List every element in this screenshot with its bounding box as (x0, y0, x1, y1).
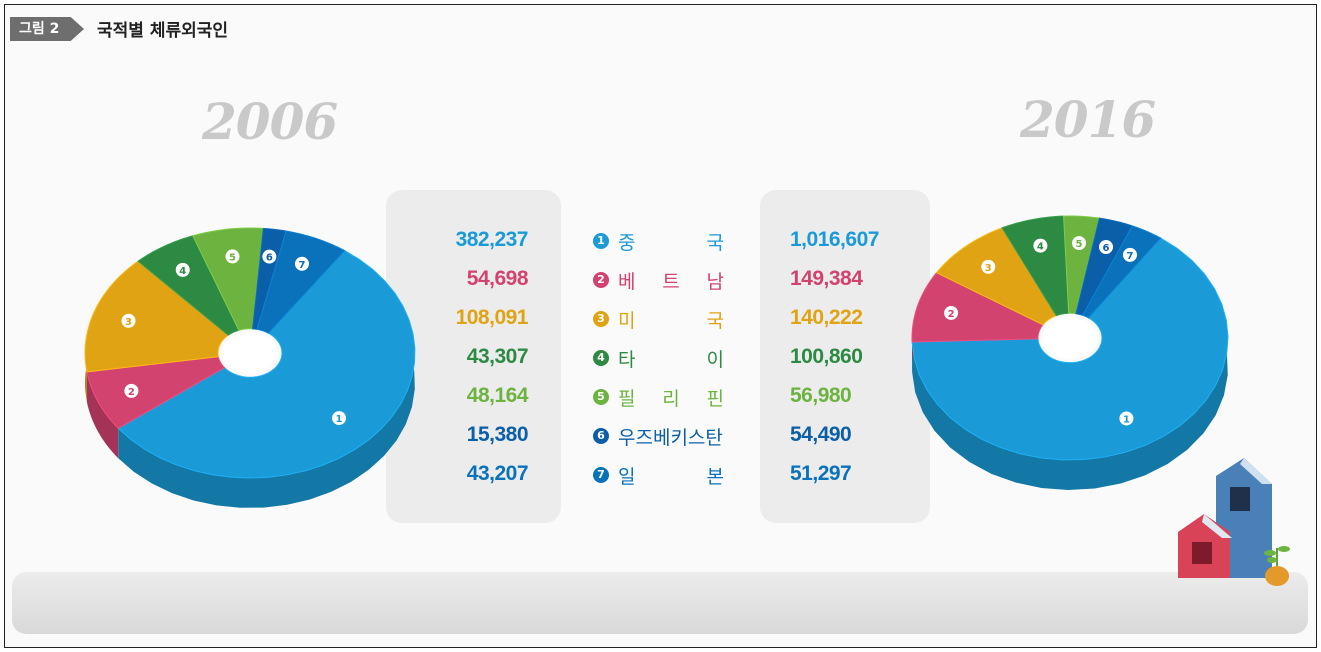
value-2006-7: 43,207 (466, 462, 529, 485)
slice-marker-2016-4 (1033, 238, 1048, 253)
value-2006-3: 108,091 (455, 306, 529, 329)
legend-label-char: 필 (618, 388, 636, 410)
slice-marker-text-2006-6: 6 (266, 253, 273, 264)
slice-marker-text-2006-4: 4 (179, 266, 186, 277)
pie-chart-2006: 1 2 3 4 5 6 7 (84, 227, 416, 508)
legend-marker-6: 6 (593, 428, 609, 444)
pie-slice-2016-7 (1081, 225, 1162, 319)
legend-label-char: 국 (706, 310, 724, 332)
slice-marker-text-2016-1: 1 (1123, 414, 1130, 425)
pie-hole-2016 (1042, 316, 1098, 360)
slice-marker-2016-6 (1099, 239, 1114, 254)
value-2016-7: 51,297 (790, 462, 852, 485)
year-label-left: 2006 (202, 92, 338, 151)
slice-marker-text-2016-7: 7 (1126, 251, 1133, 262)
value-2016-1: 1,016,607 (790, 228, 879, 251)
slice-marker-text-2006-2: 2 (128, 387, 135, 398)
legend-label-char: 타 (618, 349, 636, 371)
floor-shelf (12, 572, 1308, 634)
pie-side-2006-2 (86, 371, 119, 459)
legend-label-char: 트 (662, 271, 680, 293)
slice-marker-text-2006-3: 3 (125, 317, 132, 328)
legend-label-char: 국 (706, 232, 724, 254)
value-2016-5: 56,980 (790, 384, 852, 407)
slice-marker-2006-4 (175, 262, 190, 277)
figure-title: 국적별 체류외국인 (97, 21, 229, 41)
slice-marker-2016-5 (1072, 236, 1087, 251)
slice-marker-text-2016-5: 5 (1076, 239, 1083, 250)
value-2016-2: 149,384 (790, 267, 863, 290)
value-2006-2: 54,698 (466, 267, 529, 290)
legend-marker-1: 1 (593, 233, 609, 249)
callout-right (760, 190, 930, 523)
slice-marker-2006-3 (121, 313, 136, 328)
slice-marker-text-2016-3: 3 (985, 263, 992, 274)
slice-marker-2016-2 (944, 305, 959, 320)
legend-label-char: 남 (706, 271, 724, 293)
slice-marker-2016-3 (981, 259, 996, 274)
slice-marker-text-2006-7: 7 (298, 260, 305, 271)
value-2016-3: 140,222 (790, 306, 863, 329)
legend-marker-5: 5 (593, 389, 609, 405)
pie-slice-2006-7 (256, 230, 346, 334)
slice-marker-2016-7 (1122, 247, 1137, 262)
legend-marker-7: 7 (593, 467, 609, 483)
year-label-right: 2016 (1020, 90, 1156, 149)
value-2006-4: 43,307 (466, 345, 529, 368)
value-2006-5: 48,164 (466, 384, 529, 407)
slice-marker-text-2006-1: 1 (336, 414, 343, 425)
slice-marker-2006-6 (262, 249, 277, 264)
legend-label-char: 우즈베키스탄 (618, 427, 723, 449)
legend-label-char: 미 (618, 310, 636, 332)
value-2006-1: 382,237 (455, 228, 529, 251)
figure-badge: 그림 2 (10, 17, 84, 41)
legend-marker-3: 3 (593, 311, 609, 327)
slice-marker-2016-1 (1119, 411, 1134, 426)
legend-label-char: 본 (706, 466, 724, 488)
slice-marker-text-2016-4: 4 (1037, 242, 1044, 253)
slice-marker-text-2016-2: 2 (948, 309, 955, 320)
legend-label-char: 일 (618, 466, 636, 488)
slice-marker-text-2006-5: 5 (229, 252, 236, 263)
legend-label-char: 핀 (706, 388, 724, 410)
slice-marker-2006-7 (294, 256, 309, 271)
legend-marker-2: 2 (593, 272, 609, 288)
value-2006-6: 15,380 (466, 423, 529, 446)
legend-label-6: 우즈베키스탄 (618, 423, 724, 450)
slice-marker-2006-2 (124, 383, 139, 398)
pie-hole-2006 (222, 332, 278, 374)
slice-marker-2006-5 (225, 249, 240, 264)
house-icon (1178, 458, 1290, 586)
legend-label-char: 중 (618, 232, 636, 254)
slice-marker-text-2016-6: 6 (1103, 243, 1110, 254)
pie-chart-2016: 1 2 3 4 5 6 7 (911, 215, 1229, 490)
slice-marker-2006-1 (332, 411, 347, 426)
legend-label-char: 베 (618, 271, 636, 293)
value-2016-6: 54,490 (790, 423, 852, 446)
value-2016-4: 100,860 (790, 345, 863, 368)
legend-label-char: 이 (706, 349, 724, 371)
legend-label-char: 리 (662, 388, 680, 410)
legend-marker-4: 4 (593, 350, 609, 366)
